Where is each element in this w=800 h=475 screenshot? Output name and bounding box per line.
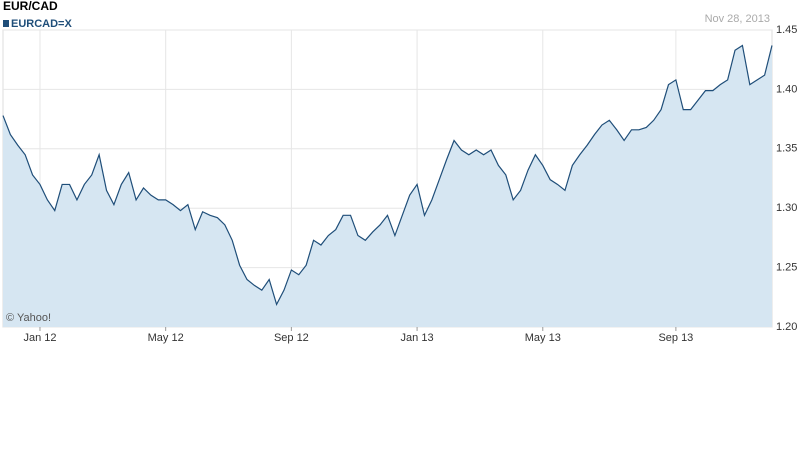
- credit: © Yahoo!: [6, 312, 51, 324]
- chart-title: EUR/CAD: [3, 0, 58, 13]
- legend-swatch: [3, 20, 9, 27]
- x-tick-label: Sep 12: [274, 332, 309, 344]
- x-tick-label: Jan 13: [401, 332, 434, 344]
- y-tick-label: 1.25: [776, 262, 797, 274]
- legend-label: EURCAD=X: [11, 18, 72, 30]
- plot: 1.20 1.25 1.30 1.35 1.40 1.45 Jan 12 May 12 Sep …: [2, 24, 797, 344]
- y-tick-label: 1.40: [776, 83, 797, 95]
- area-fill: [3, 45, 772, 327]
- x-tick-label: May 13: [525, 332, 561, 344]
- y-tick-label: 1.30: [776, 202, 797, 214]
- y-tick-label: 1.35: [776, 143, 797, 155]
- x-tick-label: Sep 13: [658, 332, 693, 344]
- y-tick-label: 1.45: [776, 24, 797, 36]
- y-tick-label: 1.20: [776, 321, 797, 333]
- x-tick-label: Jan 12: [23, 332, 56, 344]
- line: [2, 44, 773, 307]
- x-tick-label: May 12: [148, 332, 184, 344]
- date-label: Nov 28, 2013: [705, 13, 770, 25]
